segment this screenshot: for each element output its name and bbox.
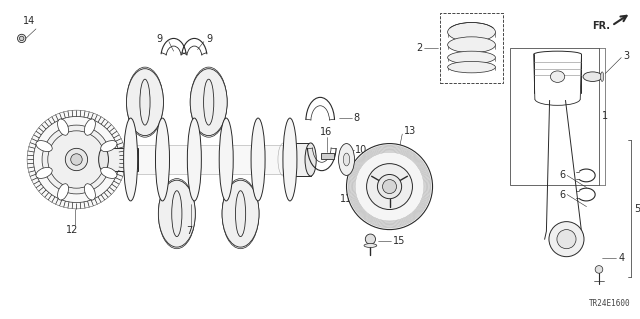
Circle shape bbox=[365, 234, 376, 244]
Ellipse shape bbox=[383, 180, 397, 194]
Ellipse shape bbox=[204, 79, 214, 125]
Text: 2: 2 bbox=[416, 43, 422, 53]
FancyBboxPatch shape bbox=[104, 148, 138, 171]
Text: 14: 14 bbox=[22, 16, 35, 26]
Circle shape bbox=[48, 131, 105, 188]
Ellipse shape bbox=[222, 179, 259, 249]
Ellipse shape bbox=[219, 118, 233, 201]
Ellipse shape bbox=[339, 144, 355, 175]
Ellipse shape bbox=[100, 167, 117, 178]
Ellipse shape bbox=[447, 51, 495, 64]
Ellipse shape bbox=[583, 72, 602, 81]
Ellipse shape bbox=[343, 153, 349, 166]
Ellipse shape bbox=[124, 118, 138, 201]
Ellipse shape bbox=[36, 167, 52, 178]
Ellipse shape bbox=[100, 141, 117, 152]
Ellipse shape bbox=[158, 179, 195, 249]
Ellipse shape bbox=[190, 69, 227, 136]
Text: 1: 1 bbox=[602, 111, 608, 122]
Circle shape bbox=[27, 110, 126, 209]
Text: 10: 10 bbox=[355, 145, 367, 155]
Ellipse shape bbox=[550, 71, 564, 82]
Ellipse shape bbox=[58, 119, 68, 135]
Circle shape bbox=[595, 266, 603, 273]
FancyBboxPatch shape bbox=[283, 143, 310, 176]
Circle shape bbox=[549, 222, 584, 257]
Text: 16: 16 bbox=[319, 127, 332, 137]
Ellipse shape bbox=[158, 180, 195, 247]
Ellipse shape bbox=[156, 118, 170, 201]
Ellipse shape bbox=[140, 79, 150, 125]
Text: 9: 9 bbox=[156, 34, 163, 44]
Text: TR24E1600: TR24E1600 bbox=[589, 299, 631, 308]
Circle shape bbox=[17, 34, 26, 42]
Ellipse shape bbox=[236, 191, 246, 237]
Circle shape bbox=[71, 154, 82, 165]
Text: 7: 7 bbox=[186, 226, 193, 236]
Ellipse shape bbox=[364, 244, 377, 248]
Ellipse shape bbox=[222, 180, 259, 247]
Text: 4: 4 bbox=[618, 253, 624, 263]
Ellipse shape bbox=[172, 191, 182, 237]
Text: 12: 12 bbox=[65, 225, 78, 234]
Ellipse shape bbox=[84, 119, 95, 135]
Ellipse shape bbox=[127, 67, 163, 137]
Circle shape bbox=[42, 125, 111, 194]
FancyBboxPatch shape bbox=[131, 145, 290, 174]
Ellipse shape bbox=[36, 141, 52, 152]
Text: 3: 3 bbox=[623, 51, 629, 61]
Text: 6: 6 bbox=[559, 170, 566, 181]
Ellipse shape bbox=[447, 23, 495, 41]
Circle shape bbox=[367, 164, 412, 210]
Circle shape bbox=[65, 148, 88, 171]
Ellipse shape bbox=[447, 61, 495, 73]
Ellipse shape bbox=[190, 67, 227, 137]
Ellipse shape bbox=[99, 148, 108, 171]
Text: 13: 13 bbox=[404, 126, 416, 136]
Ellipse shape bbox=[305, 143, 316, 176]
Ellipse shape bbox=[447, 37, 495, 53]
Circle shape bbox=[346, 144, 433, 230]
Text: 15: 15 bbox=[393, 236, 405, 246]
Ellipse shape bbox=[84, 184, 95, 200]
Bar bbox=[440, 13, 504, 83]
Circle shape bbox=[19, 36, 24, 41]
Text: 9: 9 bbox=[207, 34, 212, 44]
Text: 6: 6 bbox=[559, 189, 566, 200]
Ellipse shape bbox=[127, 69, 163, 136]
Text: 8: 8 bbox=[354, 113, 360, 123]
Ellipse shape bbox=[283, 118, 297, 201]
Bar bbox=[510, 48, 599, 185]
Bar bbox=[321, 153, 334, 159]
Ellipse shape bbox=[58, 184, 68, 200]
Circle shape bbox=[378, 174, 402, 199]
Text: FR.: FR. bbox=[592, 21, 610, 31]
Circle shape bbox=[557, 230, 576, 249]
Ellipse shape bbox=[188, 118, 202, 201]
Text: 5: 5 bbox=[634, 204, 640, 214]
Ellipse shape bbox=[600, 72, 604, 81]
Text: 11: 11 bbox=[340, 194, 353, 204]
Ellipse shape bbox=[251, 118, 265, 201]
